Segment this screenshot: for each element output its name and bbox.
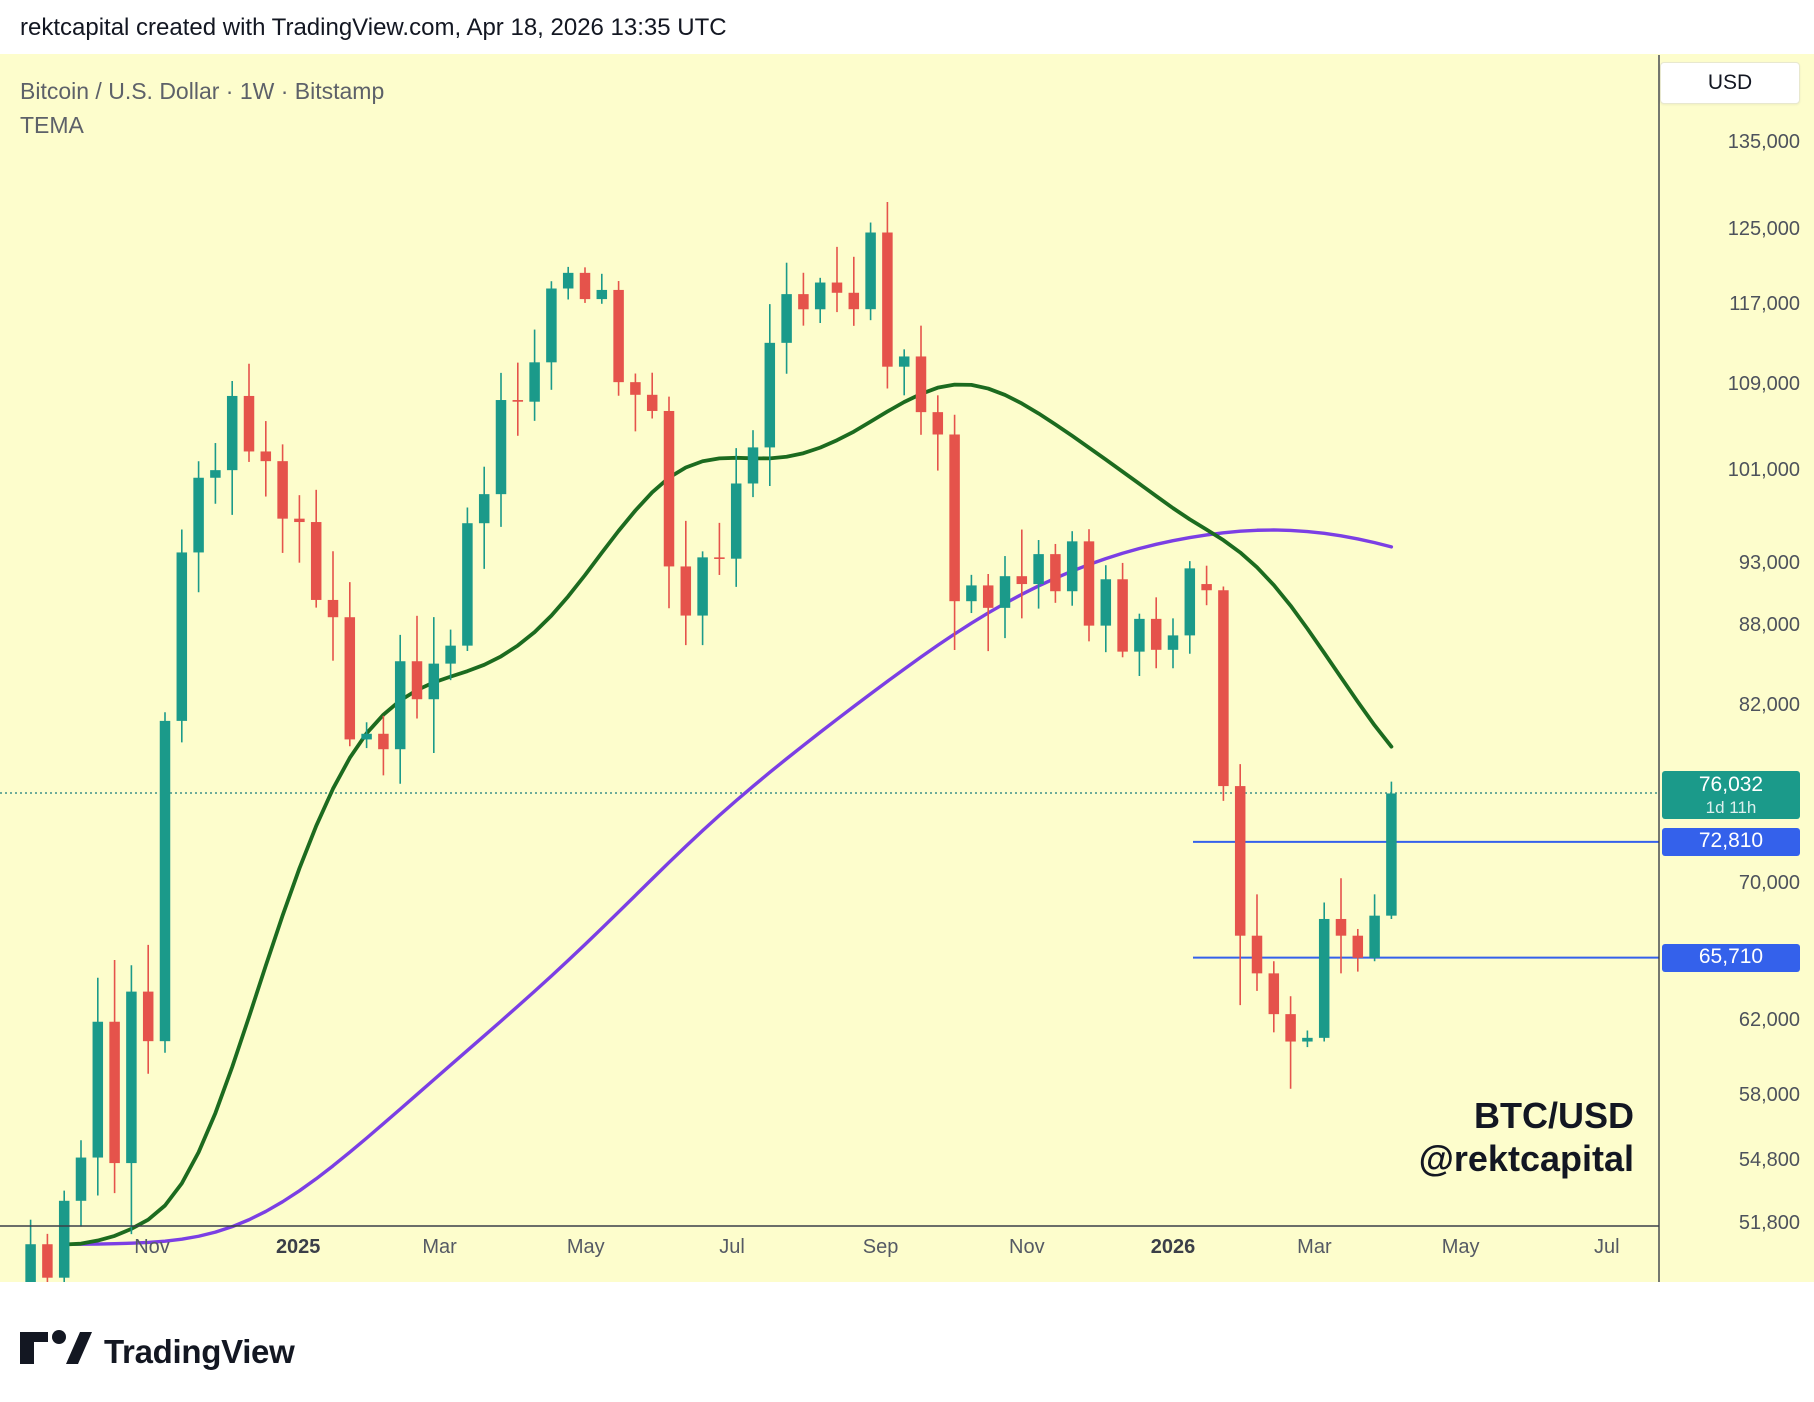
svg-text:TradingView: TradingView xyxy=(104,1333,295,1370)
